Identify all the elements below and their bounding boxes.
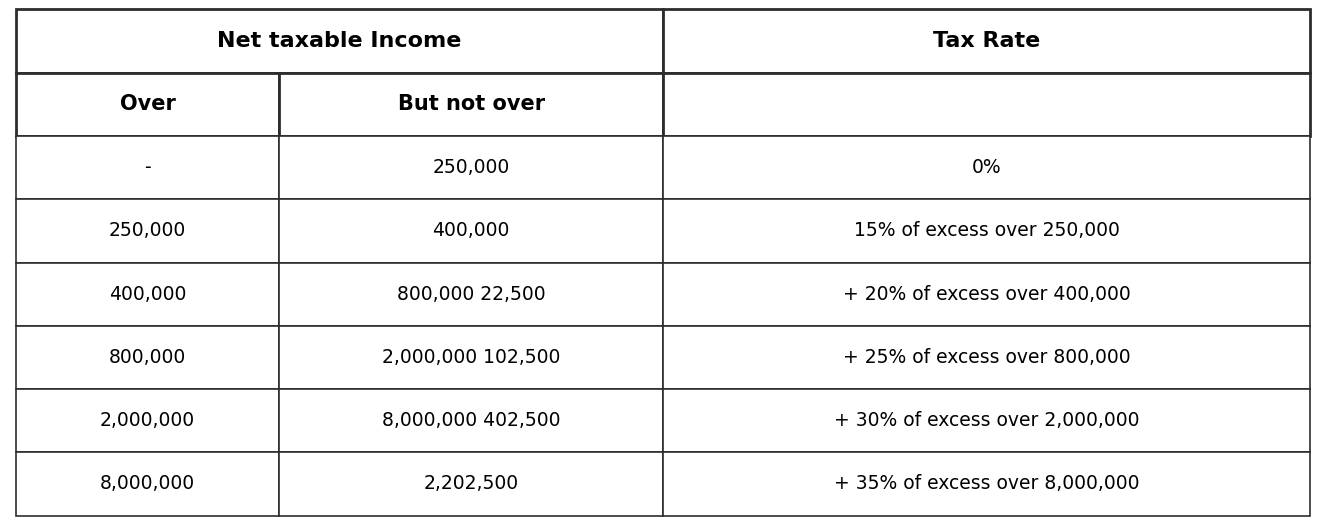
Text: 8,000,000 402,500: 8,000,000 402,500	[382, 411, 561, 430]
Text: 250,000: 250,000	[432, 158, 509, 177]
Bar	[663, 262, 1310, 326]
Bar	[663, 9, 1310, 72]
Bar	[16, 389, 280, 453]
Bar	[16, 262, 280, 326]
Bar	[280, 72, 663, 136]
Text: 400,000: 400,000	[432, 222, 509, 240]
Bar	[280, 326, 663, 389]
Text: Net taxable Income: Net taxable Income	[217, 31, 461, 51]
Bar	[280, 262, 663, 326]
Bar	[16, 453, 280, 516]
Text: 800,000 22,500: 800,000 22,500	[396, 285, 545, 303]
Text: + 20% of excess over 400,000: + 20% of excess over 400,000	[842, 285, 1131, 303]
Bar	[663, 136, 1310, 199]
Text: 2,000,000: 2,000,000	[99, 411, 195, 430]
Bar	[280, 453, 663, 516]
Bar	[16, 136, 280, 199]
Text: Tax Rate: Tax Rate	[934, 31, 1040, 51]
Bar	[663, 389, 1310, 453]
Bar	[16, 9, 663, 72]
Bar	[280, 389, 663, 453]
Text: 0%: 0%	[972, 158, 1001, 177]
Text: 2,202,500: 2,202,500	[423, 475, 518, 494]
Text: 8,000,000: 8,000,000	[99, 475, 195, 494]
Text: 15% of excess over 250,000: 15% of excess over 250,000	[854, 222, 1119, 240]
Text: But not over: But not over	[398, 94, 545, 114]
Text: + 25% of excess over 800,000: + 25% of excess over 800,000	[843, 348, 1130, 367]
Text: 800,000: 800,000	[109, 348, 186, 367]
Bar	[280, 136, 663, 199]
Text: 250,000: 250,000	[109, 222, 186, 240]
Bar	[16, 326, 280, 389]
Bar	[663, 199, 1310, 262]
Text: Over: Over	[119, 94, 175, 114]
Text: -: -	[145, 158, 151, 177]
Text: + 35% of excess over 8,000,000: + 35% of excess over 8,000,000	[834, 475, 1139, 494]
Text: 2,000,000 102,500: 2,000,000 102,500	[382, 348, 561, 367]
Bar	[663, 326, 1310, 389]
Bar	[16, 199, 280, 262]
Bar	[663, 72, 1310, 136]
Bar	[280, 199, 663, 262]
Text: + 30% of excess over 2,000,000: + 30% of excess over 2,000,000	[834, 411, 1139, 430]
Bar	[663, 453, 1310, 516]
Bar	[16, 72, 280, 136]
Text: 400,000: 400,000	[109, 285, 186, 303]
